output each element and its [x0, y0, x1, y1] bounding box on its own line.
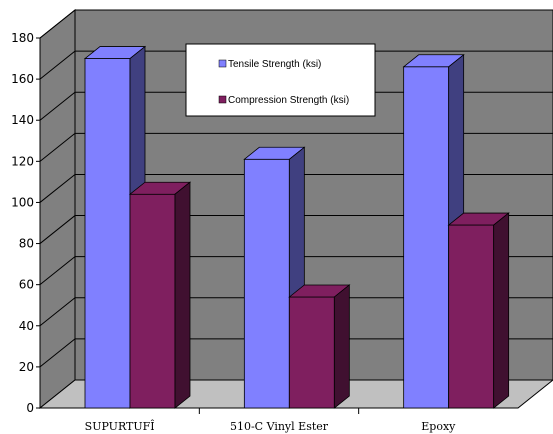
- bar-side: [333, 284, 350, 409]
- y-tick-label: 0: [26, 401, 34, 415]
- gridline: [39, 9, 553, 39]
- legend-swatch-compression: [218, 95, 227, 104]
- bar: [403, 66, 450, 409]
- bars: [83, 45, 510, 409]
- y-tick-label: 140: [11, 113, 34, 127]
- bar-side: [174, 181, 191, 409]
- bar: [448, 224, 495, 409]
- legend-box: [185, 43, 376, 117]
- gridline: [39, 91, 553, 121]
- bar: [288, 296, 335, 409]
- gridline: [39, 132, 553, 162]
- y-tick-label: 80: [19, 237, 34, 251]
- x-category-label: SUPURTUFÎ: [85, 419, 155, 433]
- gridline: [39, 338, 553, 368]
- y-tick-label: 60: [19, 278, 34, 292]
- gridline: [39, 256, 553, 286]
- gridline: [39, 215, 553, 244]
- x-category-label: Epoxy: [421, 420, 456, 433]
- y-tick-label: 20: [19, 360, 34, 374]
- legend: Tensile Strength (ksi) Compression Stren…: [185, 43, 376, 117]
- y-tick-label: 40: [19, 319, 34, 333]
- bar: [129, 193, 176, 409]
- y-tick-labels: 0 20 40 60 80 100 120 140 160 180: [11, 31, 34, 415]
- legend-swatch-tensile: [218, 59, 227, 68]
- bar: [243, 158, 290, 409]
- bar: [84, 58, 131, 409]
- category-labels: SUPURTUFÎ 510-C Vinyl Ester Epoxy: [85, 419, 456, 433]
- gridline: [39, 173, 553, 203]
- gridline: [39, 50, 553, 80]
- gridline: [39, 297, 553, 327]
- legend-label-tensile: Tensile Strength (ksi): [228, 59, 321, 70]
- x-category-label: 510-C Vinyl Ester: [230, 420, 329, 433]
- legend-label-compression: Compression Strength (ksi): [228, 95, 349, 106]
- y-tick-label: 120: [11, 154, 34, 168]
- y-tick-label: 180: [11, 31, 34, 45]
- y-tick-label: 160: [11, 72, 34, 86]
- gridlines: [39, 9, 553, 368]
- bar-side: [493, 212, 510, 409]
- y-tick-label: 100: [11, 195, 34, 209]
- side-wall: [39, 8, 76, 410]
